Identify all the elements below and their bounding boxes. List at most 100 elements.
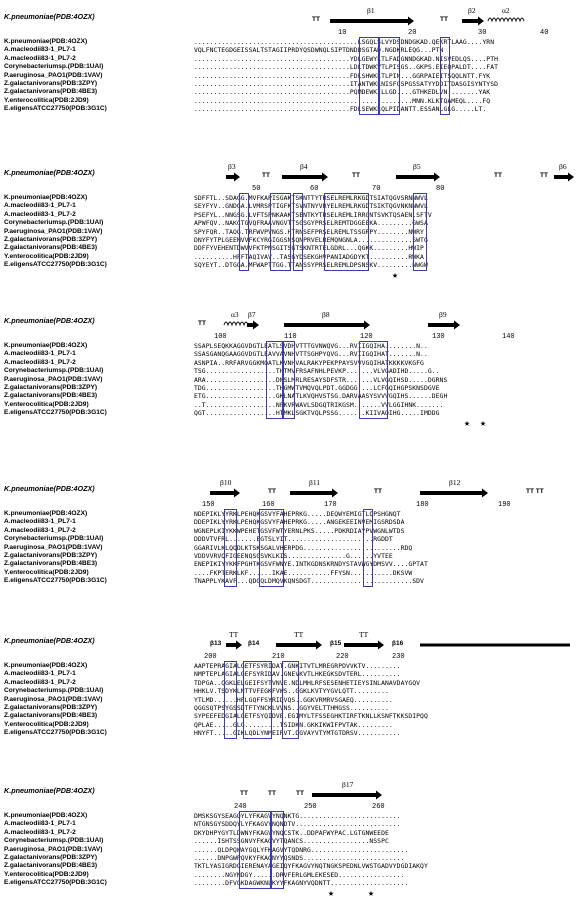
sequence-text: ........................................… bbox=[194, 38, 495, 46]
turn-label: β15 bbox=[330, 640, 342, 647]
sequence-text: NMPTEPLAGIALGEFSYRIDAV.GNEVKVTLHKEGKSDVT… bbox=[194, 670, 401, 679]
sequence-row: E.eligensATCC27750(PDB:3G1C) ........DFVG… bbox=[0, 879, 583, 887]
sequence-text: HHKLV.TSDYKLNTTVFEGKFVWS..GGKLKVTYYGVLQT… bbox=[194, 687, 389, 696]
turn-label: TT bbox=[352, 172, 360, 179]
species-name: A.macleodii83-1_PL7-1 bbox=[4, 202, 76, 210]
residue-number: 170 bbox=[324, 501, 337, 509]
species-name: Y.enterocolitica(PDB:2JD9) bbox=[4, 252, 89, 260]
beta-strand-arrow bbox=[554, 172, 574, 182]
sequence-row: E.eligensATCC27750(PDB:3G1C) TNAPPLYKAVF.… bbox=[0, 577, 583, 585]
reference-structure-label: K.pneumoniae(PDB:4OZX) bbox=[4, 786, 95, 795]
sequence-text: DKYDHPYGYTLDWNYFKAGVYNQCSTK..DDPAFWYPAC.… bbox=[194, 828, 389, 837]
helix-coil bbox=[223, 321, 249, 327]
residue-number: 160 bbox=[262, 501, 275, 509]
species-name: P.aeruginosa_PAO1(PDB:1VAV) bbox=[4, 227, 103, 235]
sequence-text: SPYFQR..TAOG.TRFWVPVNGS.HTRNSEFPRSELREML… bbox=[194, 227, 424, 236]
sequence-row: E.eligensATCC27750(PDB:3G1C)............… bbox=[0, 105, 583, 113]
beta-strand-arrow bbox=[226, 172, 240, 182]
species-name: K.pneumoniae(PDB:4OZX) bbox=[4, 38, 88, 45]
residue-number: 130 bbox=[432, 333, 445, 341]
species-name: A.macleodii83-1_PL7-2 bbox=[4, 828, 76, 836]
secondary-structure-svg bbox=[210, 488, 488, 498]
beta-strand-label: β11 bbox=[309, 478, 321, 487]
sequence-row: P.aeruginosa_PAO1(PDB:1VAV) SPYFQR..TAOG.… bbox=[0, 228, 583, 236]
sequence-row: Y.enterocolitica(PDB:2JD9) QPLAE.....GLG.… bbox=[0, 721, 583, 729]
sequence-row: Z.galactanivorans(PDB:3ZPY).............… bbox=[0, 80, 583, 88]
secondary-structure-svg bbox=[226, 172, 574, 182]
sequence-row: A.macleodii83-1_PL7-1 SSASGANQGAAGGVDGTLE… bbox=[0, 350, 583, 358]
helix-coil bbox=[487, 17, 525, 23]
sequence-row: Z.galactanivorans(PDB:4BE3).............… bbox=[0, 88, 583, 96]
sequence-row: Corynebacteriumsp.(PDB:1UAI)............… bbox=[0, 63, 583, 71]
beta-strand-label: β10 bbox=[220, 478, 232, 487]
alignment-block: K.pneumoniae(PDB:4OZX) β13 TT β14 TT β15 TT β16… bbox=[0, 624, 583, 772]
species-name: Y.enterocolitica(PDB:2JD9) bbox=[4, 96, 89, 104]
sequence-text: ENEPIKIYYKKFPGHTKGSVFWNYE.INTKGDNSKRNDYS… bbox=[194, 560, 428, 569]
species-name: K.pneumoniae(PDB:4OZX) bbox=[4, 812, 88, 819]
beta-strand-label: β8 bbox=[322, 310, 330, 319]
residue-numbering: 10 20 30 40 bbox=[0, 29, 548, 39]
turn-label: TT bbox=[268, 488, 276, 495]
sequence-row: A.macleodii83-1_PL7-2 ASNPIA..RRFARVGGKMQ… bbox=[0, 359, 583, 367]
sequence-text: TDPGA..QGKLELGEIFSYTVNVE.NDLMHLRFSESENHE… bbox=[194, 678, 421, 687]
species-name: A.macleodii83-1_PL7-1 bbox=[4, 46, 76, 54]
beta-strand-arrow bbox=[290, 488, 338, 498]
sequence-text: ........................................… bbox=[194, 63, 499, 72]
sequence-text: ........NGYNDGY......DRVFERLGMLEKESED...… bbox=[194, 870, 405, 879]
sequence-row: Corynebacteriumsp.(PDB:1UAI) ......ISHTSS… bbox=[0, 837, 583, 845]
residue-number: 140 bbox=[502, 333, 515, 341]
residue-number: 10 bbox=[338, 29, 347, 37]
species-name: Z.galactanivorans(PDB:4BE3) bbox=[4, 88, 98, 96]
secondary-structure-track: TT α3 β7 β8 β9 bbox=[0, 310, 583, 336]
beta-strand-arrow bbox=[282, 172, 328, 182]
turn-label: β14 bbox=[248, 640, 260, 647]
residue-numbering: 200 210 220 230 bbox=[0, 653, 405, 663]
species-name: E.eligensATCC27750(PDB:3G1C) bbox=[4, 879, 107, 887]
sequence-row: A.macleodii83-1_PL7-1 DDEPIKLYYRKLPEHQKGS… bbox=[0, 518, 583, 526]
beta-strand-label: β4 bbox=[300, 162, 308, 171]
sequence-row: Z.galactanivorans(PDB:4BE3) TKTLYASIGRDGI… bbox=[0, 862, 583, 870]
sequence-text: ........................................… bbox=[194, 71, 491, 80]
species-name: Z.galactanivorans(PDB:3ZPY) bbox=[4, 384, 98, 391]
helix-label: α2 bbox=[502, 6, 510, 15]
sequence-row: A.macleodii83-1_PL7-2 TDPGA..QGKLELGEIFSY… bbox=[0, 679, 583, 687]
sequence-text: NDEPIKLYYRKLPEHQKGSVYFAHEPRKG.....DEQWYE… bbox=[194, 510, 401, 518]
species-name: E.eligensATCC27750(PDB:3G1C) bbox=[4, 409, 107, 417]
species-name: K.pneumoniae(PDB:4OZX) bbox=[4, 510, 88, 517]
species-name: K.pneumoniae(PDB:4OZX) bbox=[4, 342, 88, 349]
sequence-text: HNYFT.....GIKLQDLYNMEIRVT.DGVAYVTYMTGTDR… bbox=[194, 729, 401, 738]
sequence-row: Y.enterocolitica(PDB:2JD9) ..........HFFT… bbox=[0, 253, 583, 261]
residue-numbering: 50 60 70 80 bbox=[0, 185, 444, 195]
sequence-row: P.aeruginosa_PAO1(PDB:1VAV) YTLMD......HF… bbox=[0, 696, 583, 704]
sequence-text: TNAPPLYKAVF...QDGQLDMQVKQNSDGT..........… bbox=[194, 577, 424, 586]
residue-numbering: 150 160 170 180 190 bbox=[0, 501, 511, 511]
sequence-row: K.pneumoniae(PDB:4OZX) NDEPIKLYYRKLPEHQKG… bbox=[0, 510, 583, 518]
species-name: Z.galactanivorans(PDB:4BE3) bbox=[4, 712, 98, 720]
beta-strand-label: β6 bbox=[559, 162, 567, 171]
species-name: A.macleodii83-1_PL7-2 bbox=[4, 54, 76, 62]
beta-strand-line bbox=[420, 643, 570, 647]
turn-label: β16 bbox=[392, 640, 404, 647]
sequence-text: SSASGANQGAAGGVDGTLEAVVAVNHVTTSGHPYQVG...… bbox=[194, 350, 428, 359]
sequence-text: SEYFYV..GNDGA.LVMRSPTIGFKTSVNTNYVRYELREM… bbox=[194, 202, 428, 211]
alignment-block: K.pneumoniae(PDB:4OZX) β10 TT β11 TT β12 TT TT… bbox=[0, 472, 583, 622]
sequence-row: A.macleodii83-1_PL7-2 DKYDHPYGYTLDWNYFKAG… bbox=[0, 829, 583, 837]
species-name: E.eligensATCC27750(PDB:3G1C) bbox=[4, 577, 107, 585]
turn-label: TT bbox=[268, 790, 276, 797]
sequence-text: TSG..................THTMVFRSAFNHLPEVKP.… bbox=[194, 367, 440, 376]
turn-label: TT bbox=[494, 172, 502, 179]
sequence-row: Corynebacteriumsp.(PDB:1UAI) DDDVTVFRL...… bbox=[0, 535, 583, 543]
residue-number: 70 bbox=[372, 185, 381, 193]
residue-number: 180 bbox=[416, 501, 429, 509]
sequence-text: SQYEYT..DTGGA.MFWAPTTGG.TTANSSYPRSELREML… bbox=[194, 261, 428, 270]
key-residue-star: ★ bbox=[464, 417, 471, 429]
species-name: P.aeruginosa_PAO1(PDB:1VAV) bbox=[4, 845, 103, 853]
sequence-row: K.pneumoniae(PDB:4OZX) AAPTEPRAGIALGETFSY… bbox=[0, 662, 583, 670]
sequence-row: P.aeruginosa_PAO1(PDB:1VAV) GGARIVLKLQQDL… bbox=[0, 544, 583, 552]
secondary-structure-track: TT β1 TT β2 α2 bbox=[0, 6, 583, 32]
sequence-row: A.macleodii83-1_PL7-1 VQLFNCTEGDGEISSALTS… bbox=[0, 46, 583, 54]
key-residue-star: ★ bbox=[328, 887, 335, 899]
turn-label: TT bbox=[440, 16, 448, 23]
conserved-region-box bbox=[239, 811, 273, 889]
turn-label: TT bbox=[540, 172, 548, 179]
